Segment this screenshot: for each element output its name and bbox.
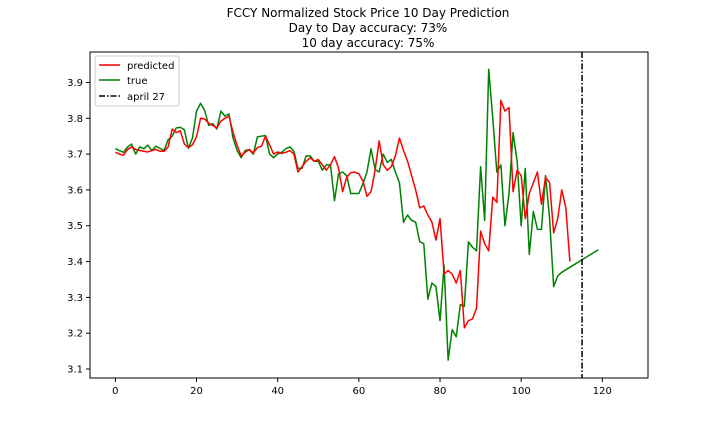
y-tick-label: 3.5 xyxy=(67,221,83,232)
legend-label-april-27: april 27 xyxy=(127,92,165,103)
x-tick-label: 0 xyxy=(112,386,118,397)
x-tick-label: 40 xyxy=(271,386,284,397)
y-tick-label: 3.8 xyxy=(67,114,83,125)
chart-subtitle-day-accuracy: Day to Day accuracy: 73% xyxy=(289,21,448,35)
y-tick-label: 3.9 xyxy=(67,78,83,89)
series-line-predicted xyxy=(115,99,571,329)
x-tick-label: 60 xyxy=(352,386,365,397)
y-tick-label: 3.7 xyxy=(67,150,83,161)
y-tick-label: 3.6 xyxy=(67,185,83,196)
legend-label-predicted: predicted xyxy=(127,61,174,72)
x-tick-label: 20 xyxy=(190,386,203,397)
x-tick-label: 120 xyxy=(593,386,612,397)
y-tick-label: 3.1 xyxy=(67,365,83,376)
chart-title: FCCY Normalized Stock Price 10 Day Predi… xyxy=(227,6,510,20)
legend-box xyxy=(94,55,180,107)
legend-label-true: true xyxy=(127,76,148,87)
y-tick-label: 3.2 xyxy=(67,329,83,340)
series-layer xyxy=(115,68,599,361)
x-tick-label: 100 xyxy=(512,386,531,397)
chart-subtitle-ten-day-accuracy: 10 day accuracy: 75% xyxy=(302,36,435,50)
y-tick-label: 3.3 xyxy=(67,293,83,304)
x-axis: 0 20 40 60 80 100 120 xyxy=(112,378,612,397)
x-tick-label: 80 xyxy=(434,386,447,397)
y-tick-label: 3.4 xyxy=(67,257,83,268)
y-axis: 3.1 3.2 3.3 3.4 3.5 3.6 3.7 3.8 3.9 xyxy=(67,78,90,376)
plot-area xyxy=(89,51,649,379)
legend: predicted true april 27 xyxy=(94,55,180,107)
